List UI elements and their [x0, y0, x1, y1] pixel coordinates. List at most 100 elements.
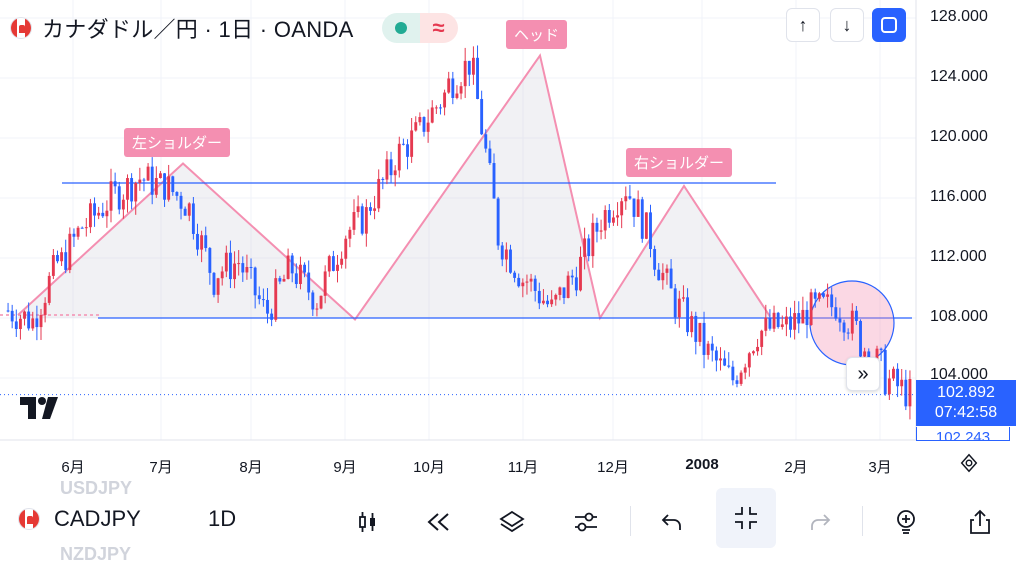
- candle-body: [331, 256, 335, 271]
- time-label: 8月: [239, 459, 263, 476]
- candle-body: [883, 349, 887, 395]
- candle-body: [731, 366, 735, 381]
- market-open-indicator[interactable]: [381, 13, 420, 43]
- candle-body: [134, 182, 138, 202]
- right-shoulder-label[interactable]: 右ショルダー: [626, 148, 733, 177]
- time-label: 6月: [61, 459, 85, 476]
- toolbar-separator: [630, 506, 631, 536]
- candle-body: [299, 264, 302, 285]
- candle-body: [307, 272, 311, 293]
- symbol-selector[interactable]: CADJPY: [18, 506, 141, 532]
- candle-body: [348, 229, 352, 239]
- candle-body: [208, 248, 212, 273]
- left-shoulder-label[interactable]: 左ショルダー: [124, 128, 231, 157]
- candle-body: [286, 255, 290, 279]
- candle-body: [80, 227, 84, 229]
- symbol-title[interactable]: カナダドル／円 · 1日 · OANDA: [42, 17, 354, 42]
- undo-button[interactable]: [652, 502, 692, 542]
- scroll-up-button[interactable]: ↑: [786, 8, 820, 42]
- auto-scale-button[interactable]: [872, 8, 906, 42]
- candle-body: [294, 273, 298, 285]
- candle-body: [274, 278, 278, 320]
- go-to-realtime-button[interactable]: »: [846, 357, 880, 391]
- interval-selector[interactable]: 1D: [208, 506, 237, 531]
- candle-body: [484, 134, 488, 149]
- candle-body: [546, 300, 549, 305]
- chart-area[interactable]: カナダドル／円 · 1日 · OANDA ≈ ↑ ↓ 128.000 124.0…: [0, 0, 1024, 480]
- price-label-128: 128.000: [930, 8, 988, 25]
- candle-body: [51, 255, 55, 276]
- bottom-toolbar: USDJPY NZDJPY CADJPY 1D: [0, 478, 1024, 564]
- candle-body: [673, 288, 677, 318]
- canada-flag-icon: [10, 17, 32, 39]
- candle-body: [550, 299, 554, 305]
- candle-body: [509, 249, 512, 273]
- candle-body: [422, 117, 426, 132]
- time-label: 2月: [784, 459, 808, 476]
- axis-settings-icon[interactable]: [958, 452, 980, 474]
- data-delay-indicator[interactable]: ≈: [419, 13, 458, 43]
- candle-body: [669, 268, 673, 289]
- scroll-down-button[interactable]: ↓: [830, 8, 864, 42]
- candle-body: [624, 196, 628, 202]
- candle-body: [340, 258, 344, 265]
- candle-body: [179, 195, 183, 209]
- replay-button[interactable]: [418, 502, 458, 542]
- ideas-button[interactable]: [886, 502, 926, 542]
- head-label[interactable]: ヘッド: [506, 20, 568, 49]
- layers-button[interactable]: [492, 502, 532, 542]
- candle-body: [681, 297, 685, 299]
- candle-body: [6, 310, 10, 312]
- candle-body: [290, 255, 294, 274]
- candle-body: [686, 297, 690, 333]
- candle-body: [887, 378, 891, 395]
- candlestick-chart[interactable]: [0, 0, 1024, 480]
- candle-body: [463, 60, 467, 87]
- candle-body: [743, 367, 747, 373]
- candle-body: [480, 98, 484, 135]
- candle-body: [150, 166, 154, 195]
- candle-body: [488, 148, 492, 164]
- wave-icon: ≈: [432, 15, 445, 40]
- redo-button[interactable]: [800, 502, 840, 542]
- candle-body: [875, 348, 879, 363]
- candle-body: [23, 311, 26, 319]
- candle-body: [93, 203, 96, 216]
- candle-body: [130, 178, 134, 202]
- candle-body: [620, 201, 624, 216]
- candle-body: [97, 212, 101, 216]
- candle-body: [121, 199, 125, 210]
- candle-body: [377, 178, 381, 209]
- undo-icon: [661, 514, 681, 530]
- candle-body: [183, 208, 187, 216]
- candle-body: [224, 252, 228, 272]
- candle-body: [476, 57, 479, 99]
- indicators-button[interactable]: [566, 502, 606, 542]
- candle-body: [747, 353, 751, 368]
- candle-body: [723, 358, 727, 366]
- candle-body: [706, 343, 710, 355]
- candle-body: [233, 263, 237, 280]
- candle-body: [158, 173, 162, 179]
- candle-body: [908, 379, 912, 407]
- next-price-label: 102.243: [916, 427, 1010, 441]
- candle-body: [418, 117, 422, 123]
- candle-body: [628, 196, 632, 199]
- candle-body: [455, 93, 459, 98]
- candle-body: [105, 210, 109, 217]
- market-status-pill[interactable]: ≈: [381, 13, 458, 43]
- candle-body: [430, 107, 434, 123]
- candle-body: [772, 312, 776, 329]
- candle-body: [191, 203, 195, 234]
- candle-body: [76, 227, 80, 237]
- share-button[interactable]: [960, 502, 1000, 542]
- candle-body: [665, 268, 669, 273]
- candle-body: [447, 78, 451, 93]
- candle-body: [467, 60, 471, 75]
- fullscreen-exit-button[interactable]: [716, 488, 776, 548]
- candle-body: [113, 181, 117, 187]
- arrow-up-icon: ↑: [798, 14, 808, 35]
- candle-body: [266, 299, 269, 314]
- chart-type-button[interactable]: [348, 502, 388, 542]
- candle-body: [677, 298, 681, 318]
